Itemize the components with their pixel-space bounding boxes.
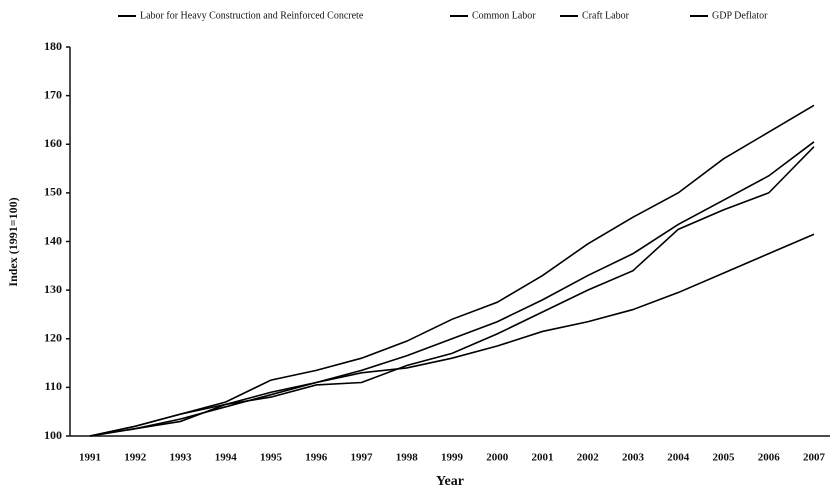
series-line — [89, 146, 815, 437]
y-tick-label: 170 — [44, 87, 62, 101]
y-tick-label: 160 — [44, 136, 62, 150]
x-tick-label: 2004 — [667, 452, 690, 464]
y-axis-label: Index (1991=100) — [6, 197, 20, 286]
x-tick-label: 1992 — [124, 452, 147, 464]
x-axis-label: Year — [436, 474, 464, 489]
x-tick-label: 1994 — [215, 452, 238, 464]
x-tick-label: 2002 — [577, 452, 600, 464]
y-tick-label: 180 — [44, 39, 62, 53]
series-line — [89, 104, 815, 437]
x-tick-label: 1996 — [305, 452, 328, 464]
x-tick-label: 2006 — [758, 452, 781, 464]
x-tick-label: 2007 — [803, 452, 826, 464]
legend-label: Craft Labor — [582, 10, 630, 21]
x-tick-label: 2001 — [532, 452, 554, 464]
x-tick-label: 2003 — [622, 452, 645, 464]
x-tick-label: 1999 — [441, 452, 464, 464]
y-tick-label: 140 — [44, 233, 62, 247]
y-tick-label: 150 — [44, 185, 62, 199]
x-tick-label: 1991 — [79, 452, 101, 464]
x-tick-label: 1995 — [260, 452, 283, 464]
y-tick-label: 110 — [45, 379, 62, 393]
series-line — [89, 141, 815, 437]
x-tick-label: 1997 — [351, 452, 374, 464]
x-tick-label: 2005 — [713, 452, 736, 464]
y-tick-label: 100 — [44, 428, 62, 442]
x-tick-label: 1998 — [396, 452, 419, 464]
x-tick-label: 2000 — [486, 452, 509, 464]
legend-label: Labor for Heavy Construction and Reinfor… — [140, 10, 364, 21]
series-line — [89, 233, 815, 437]
y-tick-label: 130 — [44, 282, 62, 296]
legend-label: GDP Deflator — [712, 10, 768, 21]
y-tick-label: 120 — [44, 331, 62, 345]
legend-label: Common Labor — [472, 10, 536, 21]
x-tick-label: 1993 — [170, 452, 193, 464]
